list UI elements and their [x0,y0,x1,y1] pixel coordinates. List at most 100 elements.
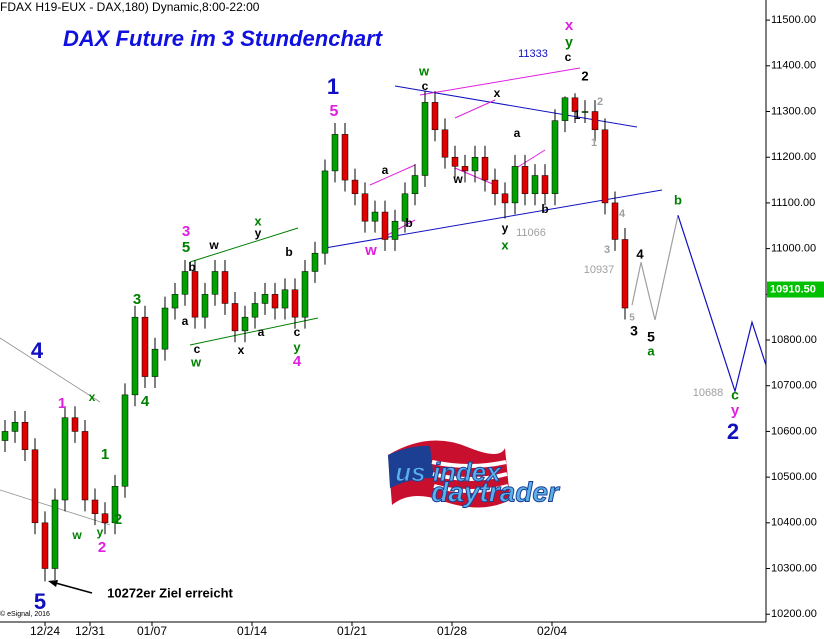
wave-label: x [89,390,96,404]
wave-label: 4 [619,208,626,220]
wave-label: c [565,50,572,64]
candle-body [311,252,319,272]
wave-label: 2 [727,419,739,444]
candle-body [401,193,409,222]
candle-body [31,449,39,524]
wave-label: 3 [182,223,190,240]
last-price-box [767,281,824,298]
candle-body [11,422,19,432]
x-tick-label: 12/31 [75,624,105,638]
candle-body [521,166,529,195]
candle-body [421,102,429,176]
candle-body [461,166,469,172]
candle-body [391,220,399,240]
candle-body [451,156,459,167]
candle-body [251,303,259,318]
y-tick-label: 10400.00 [771,517,817,529]
candle-body [101,513,109,524]
y-tick-label: 11300.00 [771,105,816,117]
candle-body [281,289,289,309]
candle-body [141,316,149,377]
wave-label: y [502,221,509,235]
candle-body [191,271,199,318]
y-tick-label: 10500.00 [771,471,817,483]
trend-line [189,317,319,346]
arrow [48,580,93,594]
candle-body [331,134,339,172]
candle-body [561,97,569,121]
x-tick-label: 01/28 [437,624,467,638]
wave-label: 2 [581,68,588,83]
candle-body [81,431,89,501]
candle-body [1,431,9,441]
copyright: © eSignal, 2016 [0,610,50,618]
wave-label: b [674,192,682,207]
candle-body [291,289,299,318]
candle-body [71,417,79,432]
wave-label: x [238,343,245,357]
wave-label: 5 [34,589,46,614]
candle-body [211,271,219,295]
candle-body [571,97,579,112]
candle-body [151,348,159,377]
wave-label: 10272er Ziel erreicht [107,585,233,600]
wave-label: y [255,226,262,240]
candles [1,90,629,582]
arrow-head [48,580,58,587]
wave-label: w [71,528,82,542]
wave-label: 4 [293,353,302,370]
candle-body [271,294,279,309]
candle-body [231,303,239,332]
candle-body [21,422,29,450]
candle-body [61,417,69,501]
wave-label: 3 [630,323,638,339]
y-tick-label: 11500.00 [771,14,816,26]
wave-label: 1 [574,108,581,122]
y-tick-label: 10300.00 [771,562,817,574]
wave-label: y [293,339,301,354]
candle-body [601,129,609,204]
y-tick-label: 10200.00 [771,608,817,620]
y-tick-label: 10700.00 [771,380,817,392]
wave-label: 2 [98,539,106,556]
wave-label: 1 [58,395,66,412]
candle-body [381,211,389,240]
candle-body [581,111,589,113]
candle-body [411,175,419,195]
candle-body [91,499,99,514]
wave-label: b [188,260,195,274]
candle-body [441,129,449,158]
candle-body [161,307,169,350]
y-tick-label: 11200.00 [771,151,816,163]
candle-body [611,202,619,240]
wave-label: 3 [133,291,141,308]
candle-body [481,156,489,181]
wave-label: w [208,238,219,252]
y-tick-label: 10800.00 [771,334,817,346]
wave-label: 2 [597,96,603,108]
y-tick-label: 10600.00 [771,425,817,437]
wave-label: 11333 [518,48,548,60]
logo-top: us index [395,457,502,487]
candle-body [541,175,549,195]
wave-label: c [731,387,739,403]
header: FDAX H19-EUX - DAX,180) Dynamic,8:00-22:… [0,0,260,14]
x-tick-label: 12/24 [30,624,60,638]
last-price-label: 10910.50 [770,283,816,295]
wave-label: 4 [636,246,644,261]
wave-label: c [194,342,201,356]
wave-label: a [647,343,655,358]
x-tick-label: 01/07 [137,624,167,638]
wave-label: 4 [31,338,44,363]
candle-body [221,271,229,304]
trend-line [419,67,581,96]
x-tick-label: 02/04 [537,624,567,638]
wave-label: x [254,213,262,228]
candle-body [371,211,379,222]
logo-bottom: daytrader [431,476,561,507]
candle-body [41,522,49,569]
candle-body [471,156,479,172]
wave-label: w [452,172,463,186]
wave-label: 4 [141,393,150,410]
